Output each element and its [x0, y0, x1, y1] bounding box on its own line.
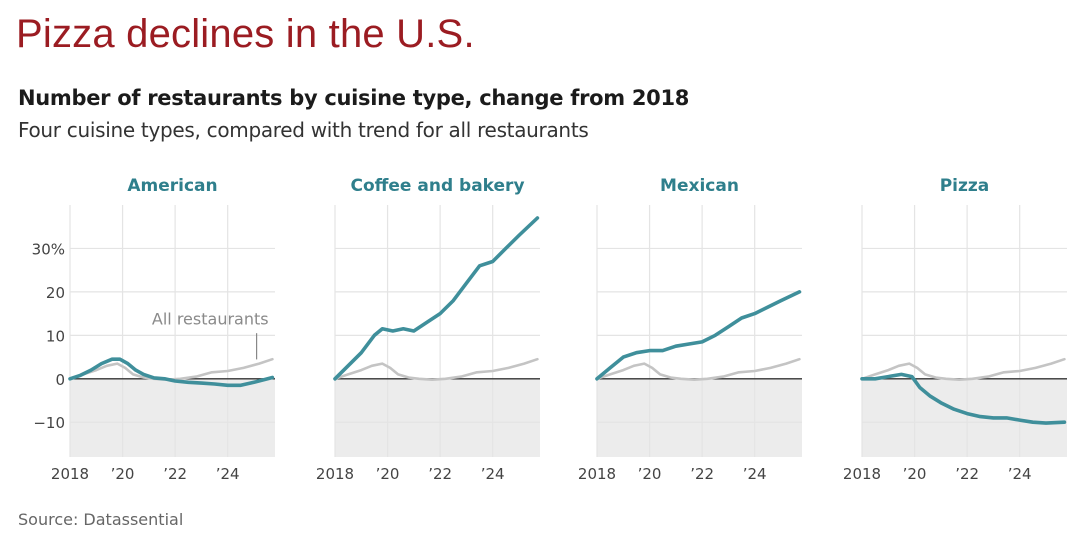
panel-title: Coffee and bakery	[350, 176, 524, 196]
x-tick-label: ’20	[111, 465, 135, 483]
panel-title: Mexican	[660, 176, 739, 196]
x-tick-label: ’24	[1008, 465, 1032, 483]
x-tick-label: ’24	[216, 465, 240, 483]
x-tick-label: ’24	[481, 465, 505, 483]
x-tick-label: ’22	[163, 465, 187, 483]
x-tick-label: 2018	[51, 465, 89, 483]
y-tick-label: −10	[33, 414, 65, 432]
all-restaurants-line	[333, 357, 539, 382]
y-tick-label: 0	[55, 371, 65, 389]
series-line-mexican	[595, 290, 802, 381]
source-note: Source: Datassential	[18, 510, 184, 529]
chart-title: Number of restaurants by cuisine type, c…	[18, 86, 690, 110]
y-tick-label: 10	[46, 327, 65, 345]
negative-shade	[70, 378, 275, 457]
x-tick-label: ’20	[638, 465, 662, 483]
x-tick-label: 2018	[843, 465, 881, 483]
series-line-american	[68, 357, 275, 388]
x-tick-label: ’20	[903, 465, 927, 483]
x-tick-label: ’22	[955, 465, 979, 483]
x-tick-label: ’22	[690, 465, 714, 483]
series-line-pizza	[860, 372, 1067, 425]
annotation-label: All restaurants	[152, 309, 269, 328]
negative-shade	[862, 378, 1067, 457]
y-tick-label: 30%	[32, 240, 65, 258]
x-tick-label: 2018	[316, 465, 354, 483]
chart-subtitle: Four cuisine types, compared with trend …	[18, 118, 589, 142]
headline: Pizza declines in the U.S.	[16, 12, 475, 56]
panel-title: American	[127, 176, 217, 196]
negative-shade	[597, 378, 802, 457]
x-tick-label: ’20	[376, 465, 400, 483]
all-restaurants-line	[860, 357, 1066, 382]
all-restaurants-line	[595, 357, 801, 382]
negative-shade	[335, 378, 540, 457]
x-tick-label: 2018	[578, 465, 616, 483]
x-tick-label: ’24	[743, 465, 767, 483]
y-tick-label: 20	[46, 284, 65, 302]
x-tick-label: ’22	[428, 465, 452, 483]
series-line-coffee-and-bakery	[333, 216, 540, 381]
panel-title: Pizza	[940, 176, 990, 196]
